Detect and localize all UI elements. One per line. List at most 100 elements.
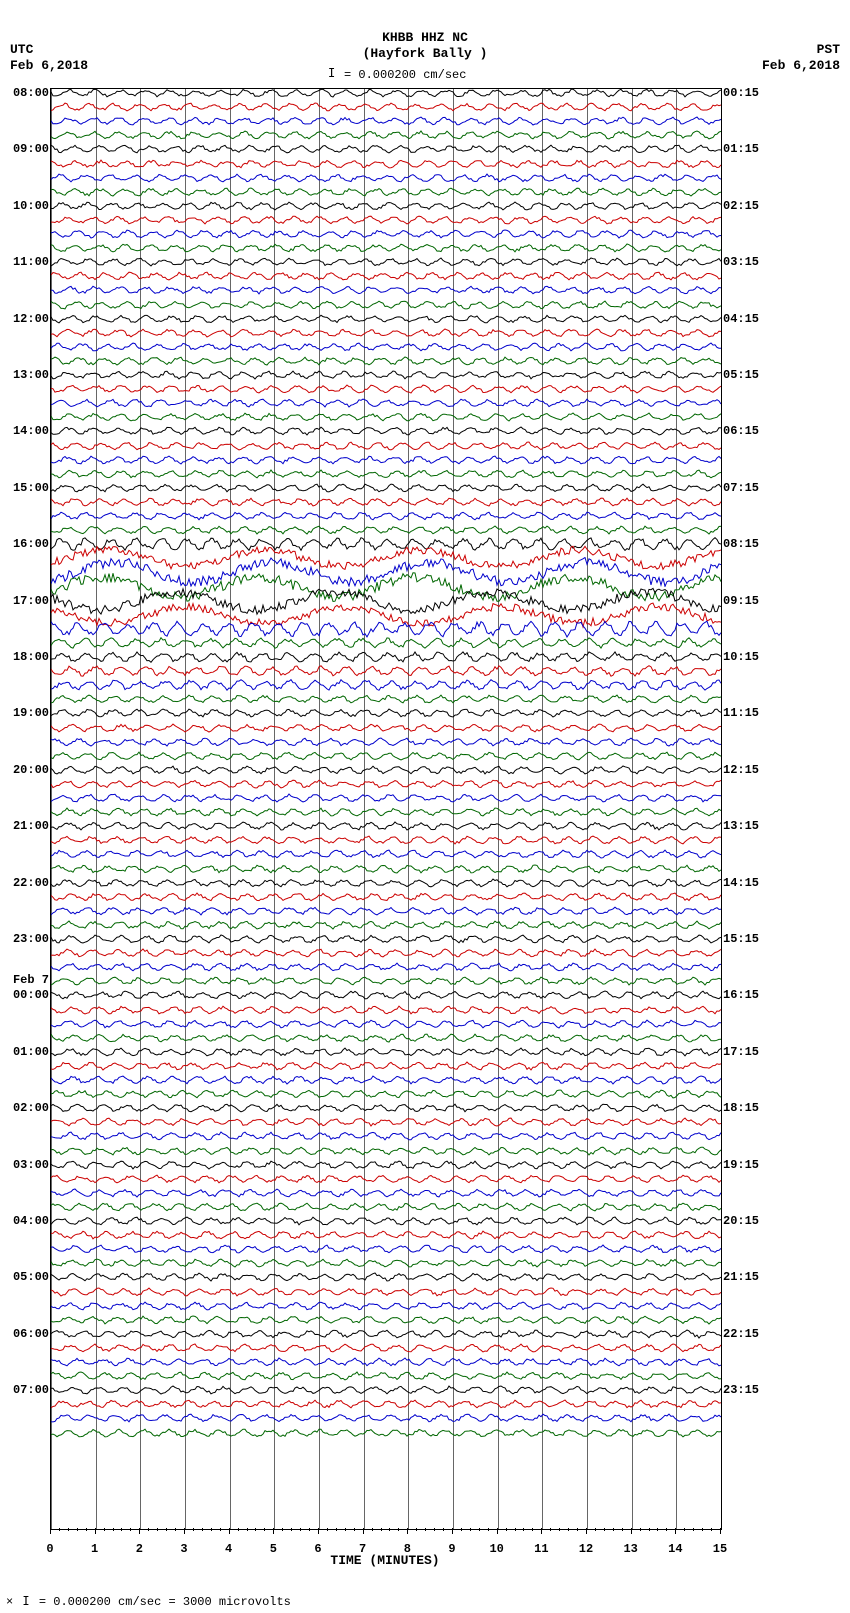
seismic-trace xyxy=(51,106,721,136)
seismic-trace xyxy=(51,1248,721,1278)
pst-hour-label: 11:15 xyxy=(723,706,759,720)
seismic-trace xyxy=(51,177,721,207)
x-minor-tick xyxy=(309,1528,310,1531)
x-tick-label: 9 xyxy=(448,1542,455,1556)
gridline xyxy=(185,89,186,1529)
pst-hour-label: 04:15 xyxy=(723,312,759,326)
seismic-trace xyxy=(51,1093,721,1123)
gridline xyxy=(274,89,275,1529)
seismic-trace xyxy=(51,684,721,714)
pst-hour-label: 01:15 xyxy=(723,142,759,156)
x-tick xyxy=(318,1528,319,1534)
seismic-trace xyxy=(51,1136,721,1166)
x-minor-tick xyxy=(434,1528,435,1531)
x-minor-tick xyxy=(577,1528,578,1531)
seismic-trace xyxy=(51,473,721,503)
gridline xyxy=(676,89,677,1529)
footer-text: = 0.000200 cm/sec = 3000 microvolts xyxy=(39,1595,291,1609)
x-minor-tick xyxy=(282,1528,283,1531)
x-minor-tick xyxy=(77,1528,78,1531)
x-minor-tick xyxy=(622,1528,623,1531)
pst-hour-label: 08:15 xyxy=(723,537,759,551)
seismic-trace xyxy=(51,557,721,587)
utc-hour-label: 17:00 xyxy=(13,594,49,608)
utc-hour-label: 21:00 xyxy=(13,819,49,833)
x-minor-tick xyxy=(264,1528,265,1531)
seismic-trace xyxy=(51,656,721,686)
x-minor-tick xyxy=(398,1528,399,1531)
station-name: (Hayfork Bally ) xyxy=(0,46,850,61)
seismic-trace xyxy=(51,388,721,418)
x-minor-tick xyxy=(238,1528,239,1531)
seismic-trace xyxy=(51,910,721,940)
x-minor-tick xyxy=(291,1528,292,1531)
gridline xyxy=(364,89,365,1529)
x-tick-label: 1 xyxy=(91,1542,98,1556)
seismic-trace xyxy=(51,713,721,743)
seismic-trace xyxy=(51,1023,721,1053)
pst-hour-label: 00:15 xyxy=(723,86,759,100)
seismic-trace xyxy=(51,995,721,1025)
pst-hour-label: 20:15 xyxy=(723,1214,759,1228)
x-tick-label: 2 xyxy=(136,1542,143,1556)
scale-bar-mark: 𝙸 xyxy=(328,66,335,81)
utc-hour-label: 14:00 xyxy=(13,424,49,438)
seismic-trace xyxy=(51,1291,721,1321)
x-minor-tick xyxy=(59,1528,60,1531)
seismogram-panel: KHBB HHZ NC (Hayfork Bally ) 𝙸 = 0.00020… xyxy=(0,0,850,1613)
x-tick-label: 4 xyxy=(225,1542,232,1556)
x-minor-tick xyxy=(604,1528,605,1531)
gridline xyxy=(721,89,722,1529)
x-tick xyxy=(273,1528,274,1534)
x-tick-label: 10 xyxy=(489,1542,503,1556)
x-minor-tick xyxy=(702,1528,703,1531)
pst-hour-label: 22:15 xyxy=(723,1327,759,1341)
seismic-trace xyxy=(51,1150,721,1180)
utc-hour-label: 08:00 xyxy=(13,86,49,100)
seismic-trace xyxy=(51,247,721,277)
seismic-trace xyxy=(51,1305,721,1335)
pst-hour-label: 19:15 xyxy=(723,1158,759,1172)
seismic-trace xyxy=(51,445,721,475)
x-minor-tick xyxy=(255,1528,256,1531)
seismic-trace xyxy=(51,1234,721,1264)
x-tick xyxy=(229,1528,230,1534)
seismic-trace xyxy=(51,163,721,193)
station-code: KHBB HHZ NC xyxy=(0,30,850,45)
seismic-trace xyxy=(51,275,721,305)
x-minor-tick xyxy=(68,1528,69,1531)
seismic-trace xyxy=(51,811,721,841)
x-minor-tick xyxy=(381,1528,382,1531)
utc-hour-label: 12:00 xyxy=(13,312,49,326)
seismic-trace xyxy=(51,882,721,912)
seismic-trace xyxy=(51,966,721,996)
pst-hour-label: 21:15 xyxy=(723,1270,759,1284)
seismic-trace xyxy=(51,219,721,249)
utc-hour-label: 10:00 xyxy=(13,199,49,213)
seismic-trace xyxy=(51,1037,721,1067)
utc-hour-label: 05:00 xyxy=(13,1270,49,1284)
gridline xyxy=(51,89,52,1529)
x-minor-tick xyxy=(300,1528,301,1531)
plot-area: 08:0000:1509:0001:1510:0002:1511:0003:15… xyxy=(50,88,722,1530)
seismic-trace xyxy=(51,1347,721,1377)
utc-hour-label: 19:00 xyxy=(13,706,49,720)
seismic-trace xyxy=(51,191,721,221)
x-minor-tick xyxy=(425,1528,426,1531)
seismic-trace xyxy=(51,402,721,432)
seismic-trace xyxy=(51,332,721,362)
x-minor-tick xyxy=(113,1528,114,1531)
seismic-trace xyxy=(51,515,721,545)
x-minor-tick xyxy=(461,1528,462,1531)
x-minor-tick xyxy=(595,1528,596,1531)
seismic-trace xyxy=(51,980,721,1010)
x-minor-tick xyxy=(657,1528,658,1531)
pst-hour-label: 05:15 xyxy=(723,368,759,382)
x-minor-tick xyxy=(130,1528,131,1531)
x-minor-tick xyxy=(389,1528,390,1531)
x-tick xyxy=(586,1528,587,1534)
pst-hour-label: 09:15 xyxy=(723,594,759,608)
gridline xyxy=(408,89,409,1529)
seismic-trace xyxy=(51,839,721,869)
x-tick-label: 12 xyxy=(579,1542,593,1556)
